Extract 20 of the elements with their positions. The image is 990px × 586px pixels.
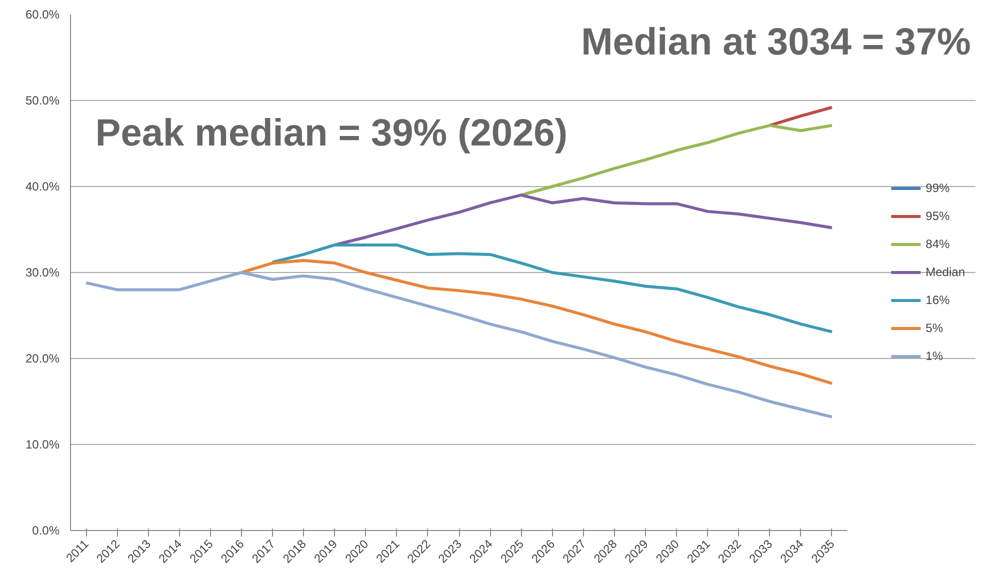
legend-label: Median — [926, 265, 965, 279]
legend-label: 1% — [926, 349, 944, 363]
y-tick-label: 30.0% — [25, 266, 60, 280]
annotation: Peak median = 39% (2026) — [95, 112, 568, 155]
line-series — [84, 271, 834, 418]
y-tick-label: 50.0% — [25, 94, 60, 108]
legend-label: 5% — [926, 321, 944, 335]
line-series — [271, 243, 834, 334]
y-tick-label: 0.0% — [32, 524, 60, 538]
legend-label: 99% — [926, 181, 950, 195]
y-tick-label: 60.0% — [25, 8, 60, 22]
line-series — [240, 258, 834, 385]
legend-label: 95% — [926, 209, 950, 223]
y-tick-label: 20.0% — [25, 352, 60, 366]
y-tick-label: 10.0% — [25, 438, 60, 452]
y-tick-label: 40.0% — [25, 180, 60, 194]
legend-label: 84% — [926, 237, 950, 251]
legend-label: 16% — [926, 293, 950, 307]
line-series — [333, 194, 834, 246]
annotation: Median at 3034 = 37% — [581, 22, 971, 64]
